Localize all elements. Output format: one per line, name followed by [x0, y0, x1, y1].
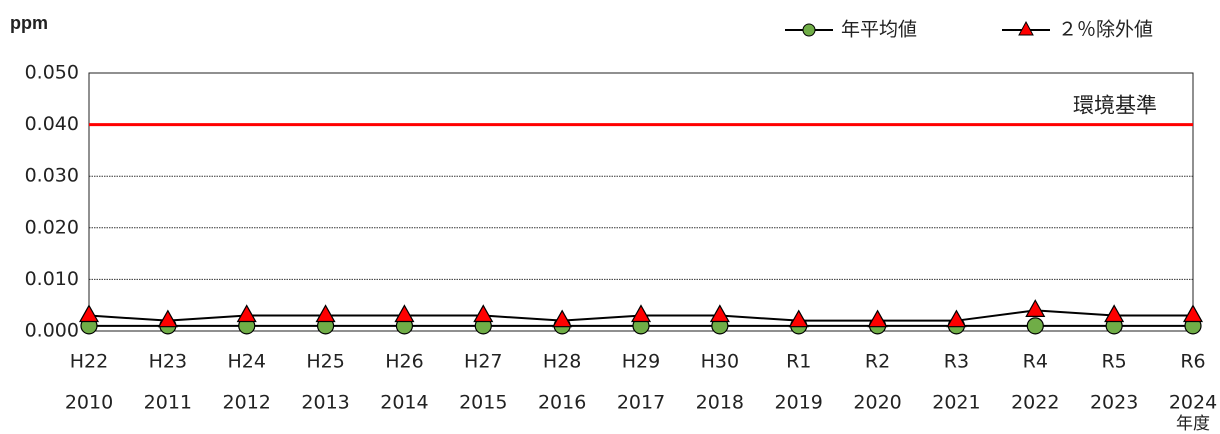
x-tick-label: 2019: [775, 392, 823, 414]
x-tick-label: 2010: [65, 392, 113, 414]
point: [1104, 304, 1125, 323]
y-tick-label: 0.050: [25, 62, 79, 84]
point: [473, 304, 494, 323]
x-tick-label: H23: [149, 351, 187, 373]
point: [630, 304, 652, 323]
y-tick-label: 0.040: [25, 113, 79, 135]
point: [946, 309, 967, 328]
y-axis-unit: ppm: [10, 13, 48, 33]
legend-marker: [1018, 20, 1034, 36]
x-tick-label: H30: [701, 351, 739, 373]
x-tick-label: H25: [306, 351, 344, 373]
point: [157, 309, 178, 328]
legend-label: 年平均値: [841, 19, 917, 41]
x-axis-label: 年度: [1176, 414, 1210, 434]
legend-marker: [802, 23, 816, 37]
point: [1025, 299, 1046, 317]
x-tick-label: 2017: [617, 392, 665, 414]
x-tick-label: 2016: [538, 392, 586, 414]
point: [867, 309, 888, 328]
point: [315, 304, 336, 323]
y-tick-label: 0.010: [25, 268, 79, 290]
point: [1182, 304, 1204, 323]
x-tick-label: H22: [70, 351, 108, 373]
x-tick-label: H28: [543, 351, 581, 373]
y-tick-label: 0.000: [25, 320, 79, 342]
y-tick-label: 0.030: [25, 165, 79, 187]
point: [709, 304, 730, 323]
x-tick-label: H24: [227, 351, 265, 373]
x-tick-label: 2011: [144, 392, 192, 414]
x-tick-label: R1: [786, 351, 811, 373]
x-tick-label: 2020: [853, 392, 901, 414]
point: [788, 309, 809, 328]
x-tick-label: 2021: [932, 392, 980, 414]
x-tick-label: 2024: [1169, 392, 1217, 414]
point: [236, 304, 257, 323]
y-tick-label: 0.020: [25, 216, 79, 238]
legend-label: ２％除外値: [1058, 19, 1153, 41]
x-tick-label: 2022: [1011, 392, 1059, 414]
x-tick-label: H27: [464, 351, 502, 373]
x-tick-label: H29: [622, 351, 660, 373]
x-tick-label: R5: [1101, 351, 1126, 373]
reference-label: 環境基準: [1073, 94, 1157, 118]
x-tick-label: R3: [944, 351, 969, 373]
point: [552, 309, 573, 328]
point: [78, 304, 100, 323]
x-tick-label: 2018: [696, 392, 744, 414]
x-tick-label: 2023: [1090, 392, 1138, 414]
x-tick-label: R2: [865, 351, 890, 373]
point: [1026, 317, 1044, 335]
x-tick-label: H26: [385, 351, 423, 373]
point: [394, 304, 415, 323]
x-tick-label: R4: [1023, 351, 1048, 373]
x-tick-label: 2015: [459, 392, 507, 414]
x-tick-label: 2014: [380, 392, 428, 414]
x-tick-label: 2013: [301, 392, 349, 414]
plot-border: [88, 72, 1194, 332]
x-tick-label: R6: [1180, 351, 1205, 373]
x-tick-label: 2012: [223, 392, 271, 414]
